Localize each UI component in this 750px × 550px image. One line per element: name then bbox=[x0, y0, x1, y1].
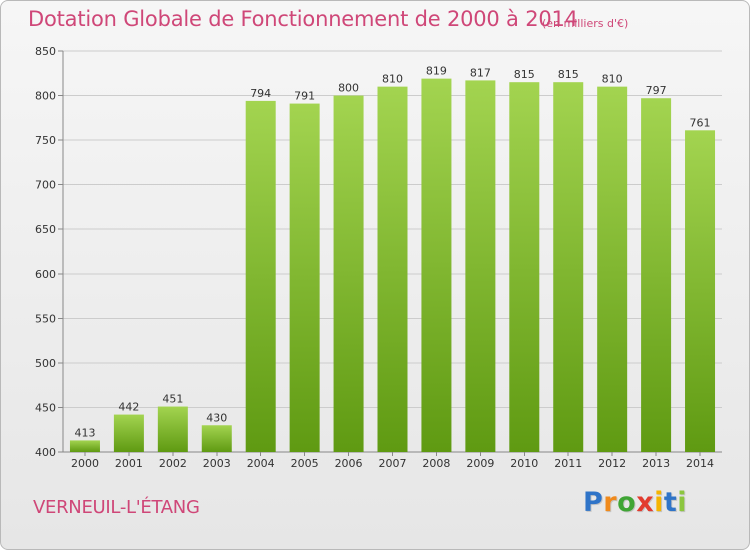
x-tick-label: 2010 bbox=[510, 457, 538, 470]
chart-title: Dotation Globale de Fonctionnement de 20… bbox=[28, 7, 578, 31]
logo-letter: t bbox=[663, 487, 678, 518]
logo-letter: i bbox=[654, 487, 664, 518]
bar bbox=[421, 78, 452, 452]
bar-value-label: 791 bbox=[294, 90, 315, 103]
bar-value-label: 815 bbox=[558, 68, 579, 81]
bar bbox=[509, 82, 540, 452]
y-tick-label: 450 bbox=[35, 401, 56, 414]
x-tick-label: 2009 bbox=[466, 457, 494, 470]
logo-letter: i bbox=[677, 487, 688, 518]
bar bbox=[465, 80, 496, 452]
y-tick-label: 850 bbox=[35, 45, 56, 58]
x-tick-label: 2006 bbox=[335, 457, 363, 470]
proxiti-logo[interactable]: Proxiti bbox=[583, 487, 687, 518]
bar-value-label: 442 bbox=[118, 401, 139, 414]
bar bbox=[685, 130, 716, 452]
bar bbox=[597, 86, 628, 453]
bar-value-label: 413 bbox=[74, 426, 95, 439]
y-tick-label: 800 bbox=[35, 90, 56, 103]
bar-value-label: 800 bbox=[338, 82, 359, 95]
x-tick-label: 2001 bbox=[115, 457, 143, 470]
bar-value-label: 810 bbox=[382, 73, 403, 86]
x-tick-label: 2008 bbox=[422, 457, 450, 470]
labels: 400 450 500 550 600 650 700 750 800 850 413 2000 442… bbox=[35, 45, 714, 470]
x-tick-label: 2013 bbox=[642, 457, 670, 470]
y-tick-label: 500 bbox=[35, 357, 56, 370]
bar-value-label: 815 bbox=[514, 68, 535, 81]
y-tick-label: 600 bbox=[35, 268, 56, 281]
x-tick-label: 2003 bbox=[203, 457, 231, 470]
commune-name: VERNEUIL-L'ÉTANG bbox=[33, 497, 200, 518]
bar bbox=[245, 100, 276, 452]
bar bbox=[641, 98, 672, 453]
y-tick-label: 700 bbox=[35, 179, 56, 192]
y-tick-label: 400 bbox=[35, 446, 56, 459]
logo-letter: P bbox=[583, 487, 604, 518]
x-tick-label: 2007 bbox=[379, 457, 407, 470]
y-tick-label: 550 bbox=[35, 312, 56, 325]
bar-value-label: 797 bbox=[646, 84, 667, 97]
y-tick-label: 750 bbox=[35, 134, 56, 147]
bar bbox=[157, 406, 188, 452]
bar bbox=[69, 440, 100, 452]
y-tick-label: 650 bbox=[35, 223, 56, 236]
x-tick-label: 2014 bbox=[686, 457, 714, 470]
bar bbox=[289, 103, 320, 452]
logo-letter: o bbox=[617, 487, 637, 518]
x-tick-label: 2005 bbox=[291, 457, 319, 470]
bar-value-label: 451 bbox=[162, 393, 183, 406]
x-tick-label: 2011 bbox=[554, 457, 582, 470]
x-tick-label: 2000 bbox=[71, 457, 99, 470]
bars bbox=[69, 78, 716, 453]
x-tick-label: 2012 bbox=[598, 457, 626, 470]
bar-value-label: 817 bbox=[470, 66, 491, 79]
bar bbox=[113, 414, 144, 452]
chart-unit-subtitle: (en milliers d'€) bbox=[542, 17, 629, 30]
bar bbox=[201, 425, 232, 452]
bar-value-label: 761 bbox=[690, 116, 711, 129]
bar-value-label: 430 bbox=[206, 411, 227, 424]
x-tick-label: 2002 bbox=[159, 457, 187, 470]
bar-value-label: 794 bbox=[250, 87, 271, 100]
logo-letter: x bbox=[636, 487, 655, 518]
bar bbox=[377, 86, 408, 453]
logo-letter: r bbox=[603, 487, 618, 518]
x-tick-label: 2004 bbox=[247, 457, 275, 470]
bar bbox=[553, 82, 584, 452]
bar bbox=[333, 95, 364, 453]
bar-value-label: 810 bbox=[602, 73, 623, 86]
bar-value-label: 819 bbox=[426, 65, 447, 78]
